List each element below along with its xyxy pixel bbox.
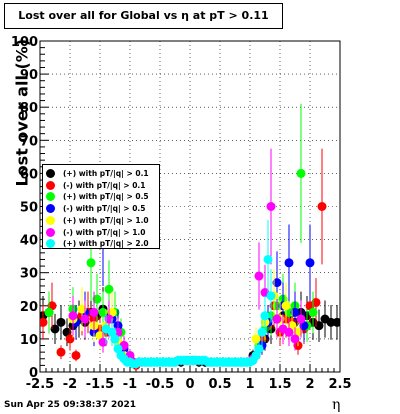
- data-point: [71, 350, 81, 360]
- legend-marker: [46, 169, 55, 178]
- footer-date: Sun Apr 25 09:38:37 2021: [4, 400, 137, 410]
- data-point: [86, 258, 96, 268]
- data-point: [80, 314, 90, 324]
- legend-entry: (+) with pT/|q| > 0.1: [46, 168, 149, 179]
- data-point: [296, 314, 306, 324]
- y-tick-label: 60: [20, 167, 38, 182]
- legend-marker: [46, 215, 55, 225]
- x-tick-label: -2.5: [26, 377, 54, 392]
- legend-label: (+) with pT/|q| > 2.0: [63, 239, 149, 249]
- y-tick-label: 30: [20, 267, 38, 282]
- data-point: [266, 202, 276, 211]
- legend-entry: (-) with pT/|q| > 1.0: [46, 227, 145, 238]
- data-point: [290, 334, 300, 344]
- legend-marker: [46, 239, 55, 249]
- data-point: [257, 327, 267, 337]
- legend-entry: (-) with pT/|q| > 0.5: [46, 203, 145, 214]
- legend-marker: [46, 227, 55, 237]
- y-tick-label: 90: [20, 68, 38, 83]
- data-point: [290, 307, 300, 317]
- y-tick-label: 100: [11, 35, 38, 50]
- y-tick-label: 0: [29, 366, 38, 381]
- x-tick-label: -2: [63, 377, 77, 392]
- data-point: [260, 311, 270, 321]
- data-point: [44, 307, 54, 317]
- data-point: [110, 334, 120, 344]
- x-tick-label: -1: [123, 377, 137, 392]
- data-point: [40, 317, 48, 327]
- chart-title: Lost over all for Global vs η at pT > 0.…: [4, 3, 283, 29]
- data-point: [65, 334, 75, 344]
- legend-label: (+) with pT/|q| > 1.0: [63, 215, 149, 225]
- data-point: [284, 258, 294, 268]
- data-point: [317, 202, 327, 211]
- x-tick-label: 0.5: [208, 377, 231, 392]
- y-tick-label: 40: [20, 234, 38, 249]
- data-point: [296, 168, 306, 178]
- y-tick-label: 80: [20, 101, 38, 116]
- data-point: [68, 311, 78, 321]
- legend-marker: [46, 192, 55, 202]
- data-point: [332, 317, 340, 327]
- data-point: [305, 258, 315, 268]
- legend-label: (+) with pT/|q| > 0.5: [63, 192, 149, 202]
- legend: (+) with pT/|q| > 0.1 (-) with pT/|q| > 0…: [42, 164, 160, 249]
- data-point: [266, 291, 276, 301]
- data-layer: [40, 103, 340, 371]
- data-point: [104, 284, 114, 294]
- legend-label: (+) with pT/|q| > 0.1: [63, 169, 149, 178]
- x-tick-label: 2.5: [328, 377, 351, 392]
- y-axis-label: Lost over all (%): [12, 38, 32, 187]
- data-point: [98, 307, 108, 317]
- data-point: [281, 301, 291, 311]
- x-tick-label: 2: [305, 377, 314, 392]
- data-point: [77, 304, 87, 314]
- x-axis-label: η: [332, 397, 341, 413]
- data-point: [254, 271, 264, 281]
- data-point: [272, 314, 282, 324]
- x-tick-label: -1.5: [86, 377, 114, 392]
- data-point: [98, 337, 108, 347]
- y-tick-label: 20: [20, 300, 38, 315]
- x-tick-label: 1: [245, 377, 254, 392]
- data-point: [272, 278, 282, 288]
- x-tick-label: -0.5: [146, 377, 174, 392]
- x-tick-label: 1.5: [268, 377, 291, 392]
- x-tick-label: 0: [185, 377, 194, 392]
- data-point: [254, 344, 264, 354]
- data-point: [284, 327, 294, 337]
- data-point: [314, 321, 324, 331]
- data-point: [104, 314, 114, 324]
- legend-marker: [46, 204, 55, 214]
- legend-label: (-) with pT/|q| > 0.1: [63, 180, 146, 190]
- data-point: [311, 297, 321, 307]
- y-tick-label: 50: [20, 201, 38, 216]
- y-tick-label: 10: [20, 333, 38, 348]
- data-point: [56, 347, 66, 357]
- legend-entry: (-) with pT/|q| > 0.1: [46, 180, 145, 191]
- data-point: [56, 317, 66, 327]
- data-point: [251, 334, 261, 344]
- data-point: [92, 294, 102, 304]
- legend-label: (-) with pT/|q| > 1.0: [63, 227, 146, 237]
- legend-entry: (+) with pT/|q| > 0.5: [46, 191, 149, 202]
- legend-entry: (+) with pT/|q| > 2.0: [46, 238, 149, 249]
- legend-label: (-) with pT/|q| > 0.5: [63, 204, 146, 214]
- data-point: [50, 324, 60, 334]
- data-point: [89, 307, 99, 317]
- data-point: [263, 254, 273, 264]
- data-point: [308, 307, 318, 317]
- legend-marker: [46, 180, 55, 190]
- y-tick-label: 70: [20, 134, 38, 149]
- legend-entry: (+) with pT/|q| > 1.0: [46, 215, 149, 226]
